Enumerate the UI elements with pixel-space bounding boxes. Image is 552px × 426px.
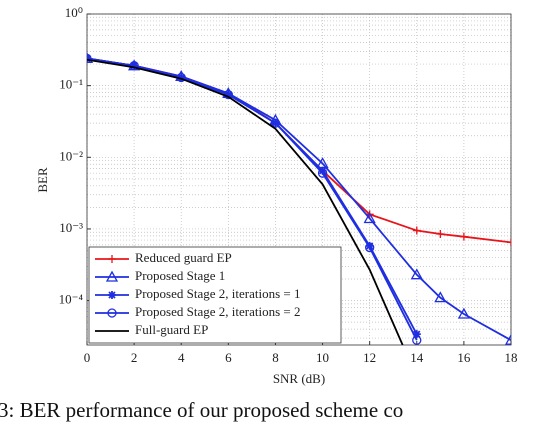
series-line: [87, 58, 404, 345]
caption: 3: BER performance of our proposed schem…: [0, 398, 403, 422]
marker: [317, 168, 328, 178]
marker: [459, 232, 468, 241]
y-tick-label: 10⁻³: [59, 220, 83, 235]
y-tick-label: 10⁰: [65, 5, 83, 20]
y-tick-label: 10⁻²: [59, 148, 83, 163]
plot-frame: [86, 13, 512, 346]
x-axis-label: SNR (dB): [273, 371, 325, 386]
x-tick-label: 8: [272, 350, 279, 365]
marker: [507, 238, 511, 247]
y-tick-label: 10⁻⁴: [59, 292, 84, 307]
x-tick-label: 18: [505, 350, 518, 365]
marker: [412, 226, 421, 235]
marker: [270, 118, 281, 128]
x-tick-label: 6: [225, 350, 232, 365]
x-tick-label: 0: [84, 350, 91, 365]
marker: [436, 230, 445, 239]
x-tick-label: 16: [457, 350, 471, 365]
series-line: [87, 57, 418, 341]
legend-label: Full-guard EP: [135, 322, 208, 337]
legend-label: Proposed Stage 1: [135, 268, 225, 283]
x-tick-label: 4: [178, 350, 185, 365]
legend-marker: [108, 291, 116, 299]
legend-label: Reduced guard EP: [135, 250, 232, 265]
marker: [410, 268, 423, 280]
legend-marker: [105, 270, 119, 282]
marker: [365, 242, 375, 253]
marker: [412, 335, 422, 345]
marker: [434, 291, 447, 303]
legend-marker: [108, 255, 116, 263]
x-tick-label: 14: [410, 350, 424, 365]
legend-box: [88, 246, 342, 344]
plot-area: [87, 52, 511, 345]
legend-label: Proposed Stage 2, iterations = 1: [135, 286, 300, 301]
x-tick-label: 12: [363, 350, 376, 365]
legend-marker: [107, 308, 117, 318]
legend-label: Proposed Stage 2, iterations = 2: [135, 304, 300, 319]
x-tick-label: 2: [131, 350, 138, 365]
marker: [457, 307, 470, 319]
x-tick-label: 10: [316, 350, 329, 365]
marker: [87, 53, 92, 64]
y-tick-label: 10⁻¹: [59, 77, 83, 92]
marker: [504, 333, 511, 345]
y-axis-label: BER: [35, 167, 50, 193]
marker: [363, 212, 376, 224]
marker: [129, 61, 139, 71]
marker: [412, 330, 421, 339]
marker: [318, 166, 327, 175]
